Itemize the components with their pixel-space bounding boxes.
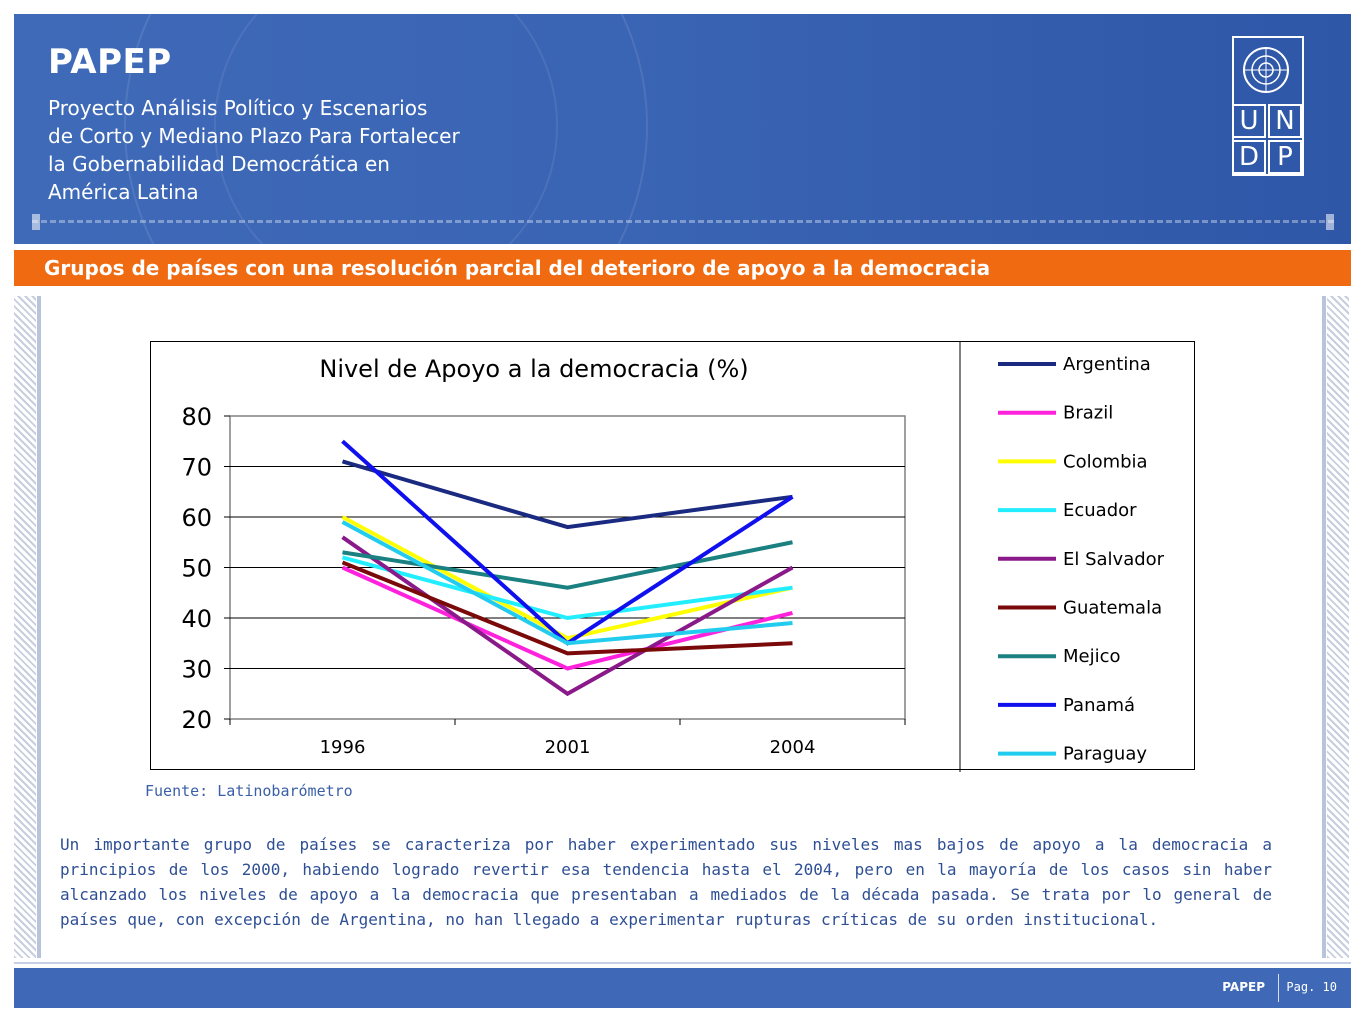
header-banner: PAPEP Proyecto Análisis Político y Escen…	[14, 14, 1351, 244]
chart-title: Nivel de Apoyo a la democracia (%)	[319, 355, 748, 383]
subtitle-line: Proyecto Análisis Político y Escenarios	[48, 96, 428, 120]
series-line-guatemala	[341, 560, 793, 656]
y-tick-label: 50	[181, 555, 212, 583]
left-border-bar	[37, 296, 41, 958]
subtitle-line: América Latina	[48, 180, 199, 204]
footer-brand: PAPEP	[1222, 980, 1265, 994]
banner-divider	[32, 220, 1337, 223]
y-tick-label: 20	[181, 706, 212, 734]
page-number: Pag. 10	[1286, 980, 1337, 994]
legend-label: Panamá	[1063, 695, 1135, 716]
y-tick-label: 40	[181, 605, 212, 633]
right-hatch-border	[1327, 296, 1349, 958]
legend-label: Colombia	[1063, 451, 1148, 472]
undp-letter: N	[1268, 104, 1302, 138]
right-border-bar	[1322, 296, 1326, 958]
x-tick-label: 1996	[320, 737, 366, 758]
undp-letter-grid: U N D P	[1232, 104, 1304, 176]
legend-label: Mejico	[1063, 646, 1121, 667]
x-tick-label: 2004	[770, 737, 816, 758]
left-hatch-border	[14, 296, 36, 958]
series-line-ecuador	[341, 555, 793, 621]
brand-title: PAPEP	[48, 42, 172, 82]
y-tick-label: 80	[181, 403, 212, 431]
series-line-colombia	[341, 515, 793, 641]
section-title-bar: Grupos de países con una resolución parc…	[14, 250, 1351, 286]
y-tick-label: 30	[181, 656, 212, 684]
banner-divider-cap	[32, 214, 40, 230]
series-line-argentina	[341, 459, 793, 530]
subtitle-line: la Gobernabilidad Democrática en	[48, 152, 390, 176]
legend-label: Guatemala	[1063, 598, 1162, 619]
body-paragraph: Un importante grupo de países se caracte…	[60, 835, 1272, 929]
undp-letter: P	[1268, 140, 1302, 174]
un-watermark	[124, 14, 648, 244]
subtitle-line: de Corto y Mediano Plazo Para Fortalecer	[48, 124, 460, 148]
line-chart: Nivel de Apoyo a la democracia (%) 20 30 4…	[150, 341, 1195, 772]
undp-letter: D	[1232, 140, 1266, 174]
legend-label: Paraguay	[1063, 744, 1147, 765]
section-title: Grupos de países con una resolución parc…	[44, 256, 991, 280]
un-emblem-icon	[1243, 47, 1289, 93]
legend-label: Ecuador	[1063, 500, 1137, 521]
undp-letter: U	[1232, 104, 1266, 138]
legend-label: Brazil	[1063, 403, 1113, 424]
banner-divider-cap	[1326, 214, 1334, 230]
chart-source: Fuente: Latinobarómetro	[145, 782, 353, 800]
series-line-paraguay	[341, 520, 793, 646]
legend-label: El Salvador	[1063, 549, 1165, 570]
footer-bar: PAPEP Pag. 10	[14, 968, 1351, 1008]
bottom-divider	[14, 962, 1351, 964]
project-subtitle: Proyecto Análisis Político y Escenarios …	[48, 94, 518, 206]
legend-label: Argentina	[1063, 354, 1151, 375]
series-line-el-salvador	[341, 535, 794, 697]
y-tick-label: 70	[181, 454, 212, 482]
x-tick-label: 2001	[545, 737, 591, 758]
footer-separator	[1278, 974, 1279, 1002]
un-watermark-inner	[214, 14, 558, 244]
y-tick-label: 60	[181, 504, 212, 532]
